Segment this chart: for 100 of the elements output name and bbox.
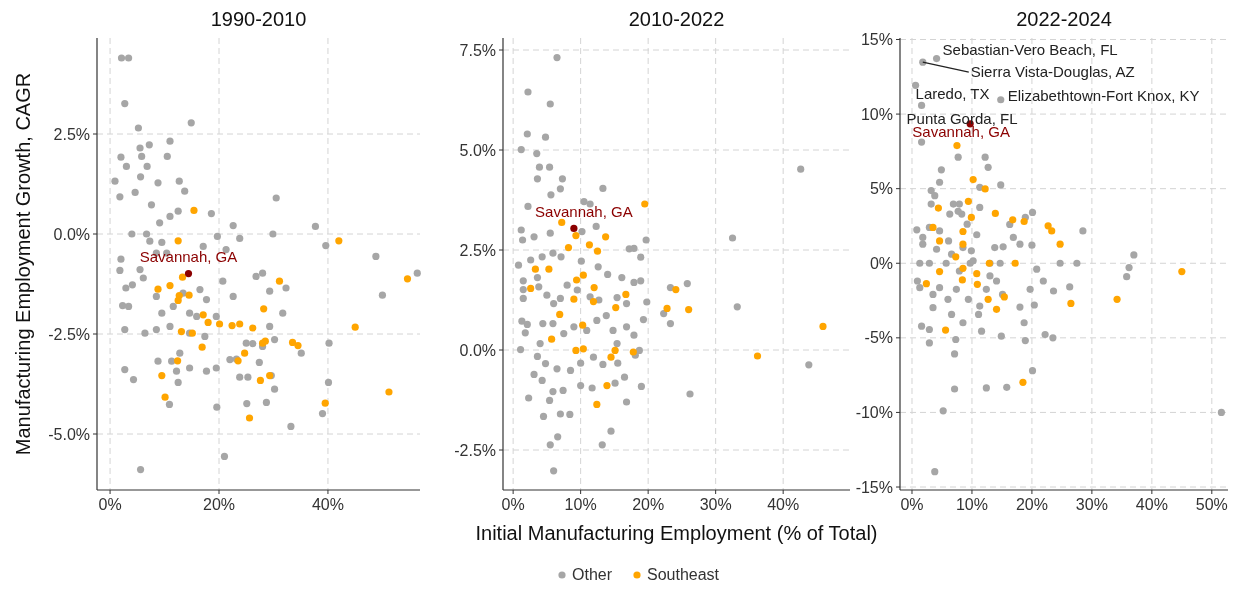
- point: [228, 322, 236, 330]
- point: [260, 305, 268, 313]
- point: [403, 275, 412, 283]
- point: [922, 280, 930, 288]
- point: [589, 298, 598, 306]
- chart-title: 1990-2010: [210, 8, 307, 30]
- point: [531, 265, 540, 273]
- point: [1113, 295, 1121, 303]
- x-axis-title: Initial Manufacturing Employment (% of Total): [475, 522, 878, 544]
- point: [819, 322, 827, 330]
- point: [177, 328, 186, 336]
- point: [984, 295, 992, 303]
- x-tick-label: 30%: [1075, 496, 1108, 513]
- y-tick-label: -15%: [855, 478, 893, 496]
- point: [199, 311, 207, 319]
- annotation: Laredo, TX: [915, 84, 990, 102]
- point: [593, 247, 602, 255]
- point: [1009, 216, 1017, 224]
- annotation: Sebastian-Vero Beach, FL: [942, 40, 1118, 58]
- chart-title: 2022-2024: [1016, 8, 1112, 30]
- point: [935, 237, 944, 245]
- point: [641, 200, 649, 208]
- point: [154, 285, 162, 293]
- y-tick-label: 0%: [869, 254, 893, 272]
- point: [579, 321, 587, 329]
- point: [204, 318, 212, 326]
- point: [190, 206, 198, 214]
- annotation: Sierra Vista-Douglas, AZ: [970, 63, 1135, 81]
- annotation: Elizabethtown-Fort Knox, KY: [1007, 87, 1200, 105]
- x-tick-label: 20%: [1015, 496, 1048, 513]
- point: [935, 268, 944, 276]
- series-label: Savannah, GA: [535, 203, 633, 221]
- point: [564, 244, 573, 252]
- point: [275, 277, 284, 285]
- x-tick-label: 20%: [202, 496, 236, 513]
- point: [570, 224, 578, 232]
- x-tick-label: 10%: [564, 496, 597, 513]
- point: [579, 271, 587, 279]
- point: [603, 382, 611, 390]
- point: [1048, 227, 1056, 235]
- point: [585, 241, 594, 249]
- point: [1178, 268, 1186, 276]
- point: [321, 399, 329, 407]
- point: [527, 284, 535, 292]
- y-tick-label: -5%: [864, 329, 893, 347]
- point: [351, 323, 359, 331]
- y-tick-label: -10%: [855, 404, 893, 422]
- y-axis-title: Manufacturing Employment Growth, CAGR: [12, 72, 34, 456]
- point: [959, 227, 967, 236]
- point: [215, 320, 224, 328]
- x-tick-label: 40%: [767, 496, 800, 513]
- point: [958, 276, 966, 284]
- point: [929, 223, 937, 232]
- point: [579, 345, 587, 353]
- point: [959, 240, 967, 248]
- y-tick-label: 2.5%: [459, 241, 496, 259]
- point: [556, 310, 564, 318]
- point: [178, 273, 187, 281]
- series-label: Savannah, GA: [139, 247, 238, 265]
- point: [570, 295, 578, 303]
- point: [685, 306, 693, 314]
- point: [1020, 217, 1028, 226]
- point: [952, 253, 960, 261]
- y-tick-label: -2.5%: [48, 325, 90, 343]
- point: [572, 346, 580, 354]
- x-tick-label: 40%: [1135, 496, 1168, 513]
- point: [184, 270, 193, 278]
- point: [753, 352, 762, 360]
- y-tick-label: -5.0%: [48, 425, 90, 443]
- point: [166, 282, 174, 290]
- point: [335, 237, 343, 245]
- point: [967, 213, 975, 222]
- point: [161, 393, 169, 401]
- x-tick-label: 0%: [501, 496, 525, 513]
- point: [241, 349, 249, 357]
- point: [158, 372, 166, 380]
- x-tick-label: 50%: [1195, 496, 1228, 513]
- point: [991, 209, 999, 218]
- point: [572, 276, 581, 284]
- point: [607, 353, 615, 361]
- point: [174, 296, 182, 304]
- x-tick-label: 0%: [98, 496, 122, 513]
- point: [611, 346, 619, 354]
- point: [1011, 259, 1019, 267]
- point: [964, 197, 972, 205]
- y-tick-label: -2.5%: [454, 441, 496, 459]
- y-tick-label: 0.0%: [459, 341, 496, 359]
- x-tick-label: 30%: [699, 496, 732, 513]
- point: [548, 335, 556, 343]
- point: [245, 414, 254, 422]
- x-tick-label: 10%: [955, 496, 988, 513]
- point: [622, 290, 630, 298]
- chart-title: 2010-2022: [628, 8, 725, 30]
- point: [981, 185, 989, 193]
- point: [198, 343, 206, 351]
- point: [973, 270, 981, 278]
- point: [992, 305, 1001, 313]
- point: [973, 280, 981, 288]
- legend-label: Southeast: [647, 566, 720, 583]
- point: [959, 264, 967, 272]
